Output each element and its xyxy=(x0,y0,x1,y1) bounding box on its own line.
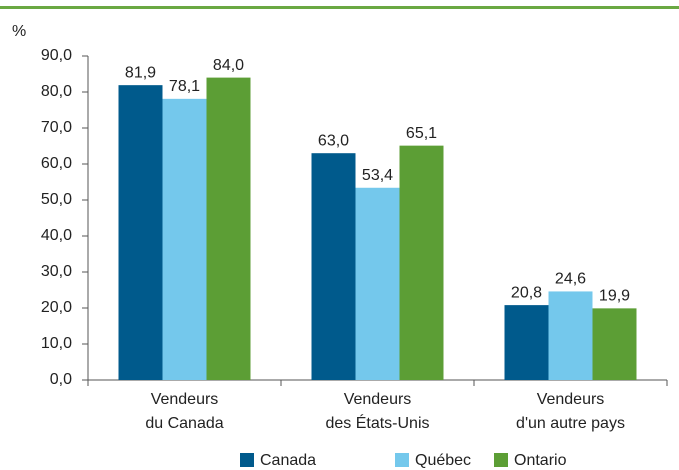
value-label: 20,8 xyxy=(511,284,542,301)
value-label: 78,1 xyxy=(169,78,200,95)
y-tick-label: 50,0 xyxy=(41,191,72,208)
bar xyxy=(162,98,207,380)
y-tick-label: 60,0 xyxy=(41,155,72,172)
legend-label: Canada xyxy=(260,452,316,469)
y-tick-label: 20,0 xyxy=(41,299,72,316)
top-rule xyxy=(0,6,679,9)
legend-swatch xyxy=(494,453,508,467)
x-tick-label: Vendeurs du Canada xyxy=(145,391,223,432)
value-label: 81,9 xyxy=(125,64,156,81)
value-label: 84,0 xyxy=(213,57,244,74)
y-axis-label: % xyxy=(12,23,26,40)
value-label: 65,1 xyxy=(406,125,437,142)
value-label: 63,0 xyxy=(318,132,349,149)
y-tick-label: 10,0 xyxy=(41,335,72,352)
bar xyxy=(118,85,163,380)
legend-label: Québec xyxy=(415,452,471,469)
bar xyxy=(311,153,356,380)
y-tick-label: 80,0 xyxy=(41,83,72,100)
bar xyxy=(355,187,400,380)
y-tick-label: 30,0 xyxy=(41,263,72,280)
legend-swatch xyxy=(240,453,254,467)
x-tick-label: Vendeurs des États-Unis xyxy=(325,391,429,432)
value-label: 19,9 xyxy=(599,288,630,305)
bar xyxy=(592,308,637,380)
value-label: 24,6 xyxy=(555,271,586,288)
y-tick-label: 90,0 xyxy=(41,47,72,64)
bar xyxy=(206,77,251,380)
bar xyxy=(504,305,549,380)
x-tick-label: Vendeurs d'un autre pays xyxy=(516,391,625,432)
bar xyxy=(548,291,593,380)
y-tick-label: 0,0 xyxy=(50,371,72,388)
legend-label: Ontario xyxy=(514,452,567,469)
bar xyxy=(399,145,444,380)
value-label: 53,4 xyxy=(362,167,393,184)
legend-swatch xyxy=(395,453,409,467)
y-tick-label: 40,0 xyxy=(41,227,72,244)
y-tick-label: 70,0 xyxy=(41,119,72,136)
